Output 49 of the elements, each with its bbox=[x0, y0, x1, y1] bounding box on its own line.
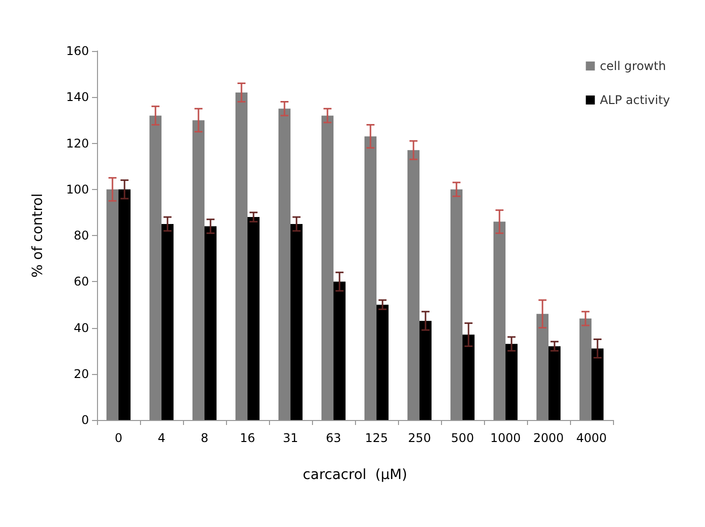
bar bbox=[420, 320, 432, 420]
bar bbox=[192, 120, 204, 420]
bar bbox=[506, 344, 518, 420]
bar bbox=[118, 189, 131, 420]
x-tick-label: 250 bbox=[408, 431, 431, 445]
x-tick-label: 8 bbox=[200, 431, 208, 445]
bar bbox=[149, 116, 162, 420]
y-tick-label: 120 bbox=[66, 136, 89, 150]
bar bbox=[462, 334, 475, 420]
x-tick-label: 31 bbox=[282, 431, 298, 445]
y-tick-label: 80 bbox=[74, 228, 89, 242]
legend-label: cell growth bbox=[600, 59, 666, 73]
x-tick-label: 125 bbox=[365, 431, 388, 445]
y-tick-label: 60 bbox=[74, 274, 89, 289]
bar bbox=[592, 348, 604, 420]
bar bbox=[334, 282, 346, 420]
bar bbox=[204, 226, 217, 420]
y-tick-label: 160 bbox=[66, 44, 89, 58]
y-axis-title: % of control bbox=[30, 193, 46, 278]
x-tick-label: 4 bbox=[158, 431, 166, 445]
bar bbox=[106, 189, 118, 420]
bar bbox=[248, 217, 260, 420]
x-tick-label: 63 bbox=[326, 431, 342, 445]
bar bbox=[579, 318, 592, 420]
bar bbox=[536, 314, 548, 420]
bar bbox=[364, 136, 376, 420]
bar bbox=[162, 224, 174, 420]
legend-label: ALP activity bbox=[600, 93, 670, 107]
bar bbox=[548, 346, 561, 420]
x-axis-title: carcacrol (μM) bbox=[302, 467, 408, 483]
y-tick-label: 40 bbox=[74, 320, 89, 335]
y-tick-label: 100 bbox=[66, 182, 89, 196]
x-tick-label: 0 bbox=[114, 431, 122, 445]
y-tick-label: 140 bbox=[66, 90, 89, 104]
y-tick-label: 20 bbox=[74, 366, 89, 381]
x-tick-label: 4000 bbox=[576, 431, 607, 445]
bar bbox=[407, 150, 420, 420]
bar bbox=[450, 189, 462, 420]
x-tick-label: 1000 bbox=[490, 431, 521, 445]
x-tick-label: 16 bbox=[240, 431, 256, 445]
x-tick-label: 2000 bbox=[533, 431, 564, 445]
y-tick-label: 0 bbox=[81, 413, 89, 427]
bar bbox=[290, 224, 303, 420]
bar bbox=[321, 116, 334, 420]
bar bbox=[376, 304, 389, 420]
bar bbox=[278, 108, 290, 420]
bar bbox=[235, 92, 248, 420]
bar bbox=[493, 222, 506, 420]
x-tick-label: 500 bbox=[451, 431, 474, 445]
